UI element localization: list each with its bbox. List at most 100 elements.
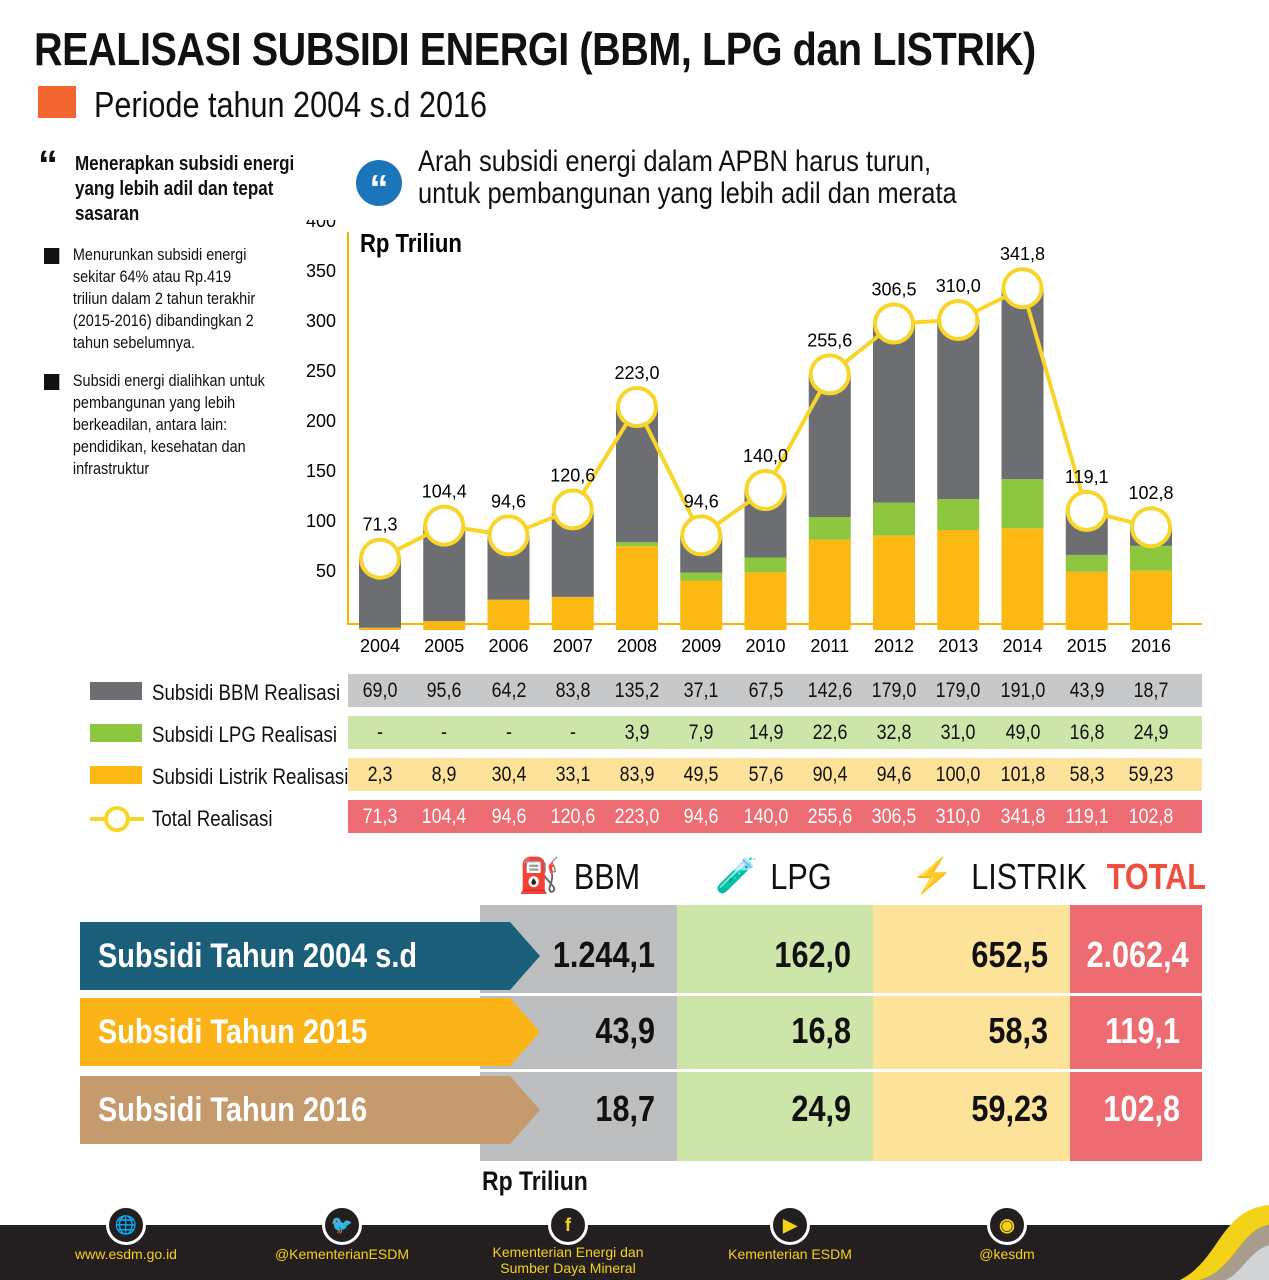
x-tick-label: 2010 — [745, 636, 785, 656]
bar-subsidi-listrik-realisasi — [937, 530, 980, 630]
summary-value: 43,9 — [595, 1010, 655, 1051]
table-cell: 31,0 — [940, 721, 976, 744]
table-cell: 7,9 — [688, 721, 714, 744]
bar-subsidi-listrik-realisasi — [616, 546, 658, 630]
table-cell: 43,9 — [1069, 679, 1105, 702]
facebook-icon[interactable]: f — [548, 1205, 588, 1245]
bar-subsidi-lpg-realisasi — [1130, 545, 1172, 571]
youtube-icon[interactable]: ▶ — [770, 1205, 810, 1245]
total-data-label: 94,6 — [491, 491, 526, 511]
divider — [480, 1069, 1202, 1072]
bar-subsidi-bbm-realisasi — [808, 374, 851, 517]
table-cell: 255,6 — [807, 805, 853, 828]
y-tick-label: 300 — [306, 311, 336, 331]
table-cell: - — [505, 721, 512, 744]
table-cell: - — [441, 721, 448, 744]
table-cell: 306,5 — [871, 805, 917, 828]
summary-column-header: LPG — [770, 856, 832, 897]
arrow-icon — [510, 922, 540, 990]
table-cell: 94,6 — [491, 805, 526, 828]
right-quote: Arah subsidi energi dalam APBN harus tur… — [418, 146, 957, 210]
instagram-icon[interactable]: ◉ — [987, 1205, 1027, 1245]
summary-value: 119,1 — [1105, 1010, 1180, 1051]
summary-column-header: LISTRIK — [971, 856, 1087, 897]
total-data-label: 341,8 — [1000, 244, 1045, 264]
total-data-label: 255,6 — [807, 330, 852, 350]
table-cell: 49,0 — [1005, 721, 1040, 744]
bar-subsidi-listrik-realisasi — [551, 596, 594, 630]
summary-unit: Rp Triliun — [482, 1166, 588, 1196]
table-cell: 83,8 — [555, 679, 591, 702]
total-data-label: 120,6 — [550, 465, 595, 485]
table-cell: 32,8 — [876, 721, 912, 744]
table-cell: 135,2 — [614, 679, 660, 702]
summary-row-label-text: Subsidi Tahun 2016 — [98, 1091, 368, 1129]
footer-swoosh — [1180, 1205, 1269, 1280]
footer-link[interactable]: @kesdm — [979, 1246, 1035, 1262]
data-table-row: 2,3 8,9 30,4 33,1 83,9 49,5 57,6 90,4 94,6 100,0 1… — [348, 758, 1202, 791]
arrow-icon — [510, 998, 540, 1066]
table-cell: - — [377, 721, 383, 744]
table-cell: 64,2 — [491, 679, 526, 702]
table-cell: 16,8 — [1069, 721, 1105, 744]
table-cell: 30,4 — [491, 763, 526, 786]
total-point — [551, 488, 594, 531]
bar-subsidi-bbm-realisasi — [937, 320, 980, 499]
total-point — [808, 353, 851, 396]
summary-column-bg — [873, 905, 1070, 1161]
summary-row-label: Subsidi Tahun 2004 s.d 2014 — [80, 922, 510, 1043]
globe-icon[interactable]: 🌐 — [106, 1205, 146, 1245]
bar-subsidi-bbm-realisasi — [873, 323, 915, 503]
table-cell: 223,0 — [614, 805, 660, 828]
data-table-row: 71,3 104,4 94,6 120,6 223,0 94,6 140,0 255,6 306… — [348, 800, 1202, 833]
table-cell: 18,7 — [1133, 679, 1169, 702]
legend-line-marker — [90, 806, 144, 832]
lightning-icon: ⚡ — [911, 857, 954, 895]
legend-label: Subsidi LPG Realisasi — [152, 722, 338, 747]
table-cell: 179,0 — [871, 679, 917, 702]
x-tick-label: 2013 — [938, 636, 978, 656]
footer-link[interactable]: @KementerianESDM — [274, 1246, 410, 1262]
total-data-label: 223,0 — [614, 363, 659, 383]
y-axis-label: Rp Triliun — [360, 229, 462, 258]
gas-cylinder-icon: 🧪 — [715, 857, 758, 895]
bar-subsidi-lpg-realisasi — [744, 557, 787, 573]
table-cell: - — [569, 721, 576, 744]
y-tick-label: 250 — [306, 361, 336, 381]
bar-subsidi-listrik-realisasi — [423, 621, 466, 630]
x-tick-label: 2004 — [360, 636, 400, 656]
legend-swatch — [90, 682, 142, 700]
total-point — [616, 386, 658, 428]
twitter-icon[interactable]: 🐦 — [322, 1205, 362, 1245]
total-point — [1065, 489, 1108, 532]
table-cell: 49,5 — [683, 763, 719, 786]
footer-link[interactable]: www.esdm.go.id — [75, 1246, 177, 1262]
table-cell: 24,9 — [1133, 721, 1169, 744]
summary-value: 58,3 — [988, 1010, 1048, 1051]
total-point — [359, 537, 401, 580]
summary-value: 162,0 — [774, 934, 851, 975]
x-tick-label: 2011 — [810, 636, 849, 656]
summary-value: 102,8 — [1103, 1088, 1180, 1129]
x-tick-label: 2006 — [488, 636, 528, 656]
footer-link[interactable]: Kementerian ESDM — [728, 1246, 852, 1262]
bullet-text: Menurunkan subsidi energi sekitar 64% at… — [72, 245, 256, 352]
total-point — [744, 469, 787, 511]
title-square — [38, 86, 76, 118]
total-data-label: 71,3 — [362, 515, 397, 535]
table-cell: 104,4 — [421, 805, 467, 828]
summary-row-label-text: Subsidi Tahun 2015 — [98, 1013, 368, 1051]
table-cell: 90,4 — [812, 763, 848, 786]
table-cell: 22,6 — [812, 721, 848, 744]
footer-link[interactable]: Kementerian Energi dan Sumber Daya Miner… — [492, 1244, 644, 1276]
table-cell: 95,6 — [426, 679, 462, 702]
bar-subsidi-lpg-realisasi — [808, 517, 851, 540]
x-tick-label: 2015 — [1067, 636, 1107, 656]
table-cell: 33,1 — [555, 763, 591, 786]
right-quote-line1: Arah subsidi energi dalam APBN harus tur… — [418, 145, 932, 178]
summary-value: 652,5 — [971, 934, 1048, 975]
table-cell: 310,0 — [935, 805, 981, 828]
total-point — [487, 514, 530, 557]
total-point — [423, 504, 466, 547]
bar-subsidi-listrik-realisasi — [680, 580, 723, 630]
